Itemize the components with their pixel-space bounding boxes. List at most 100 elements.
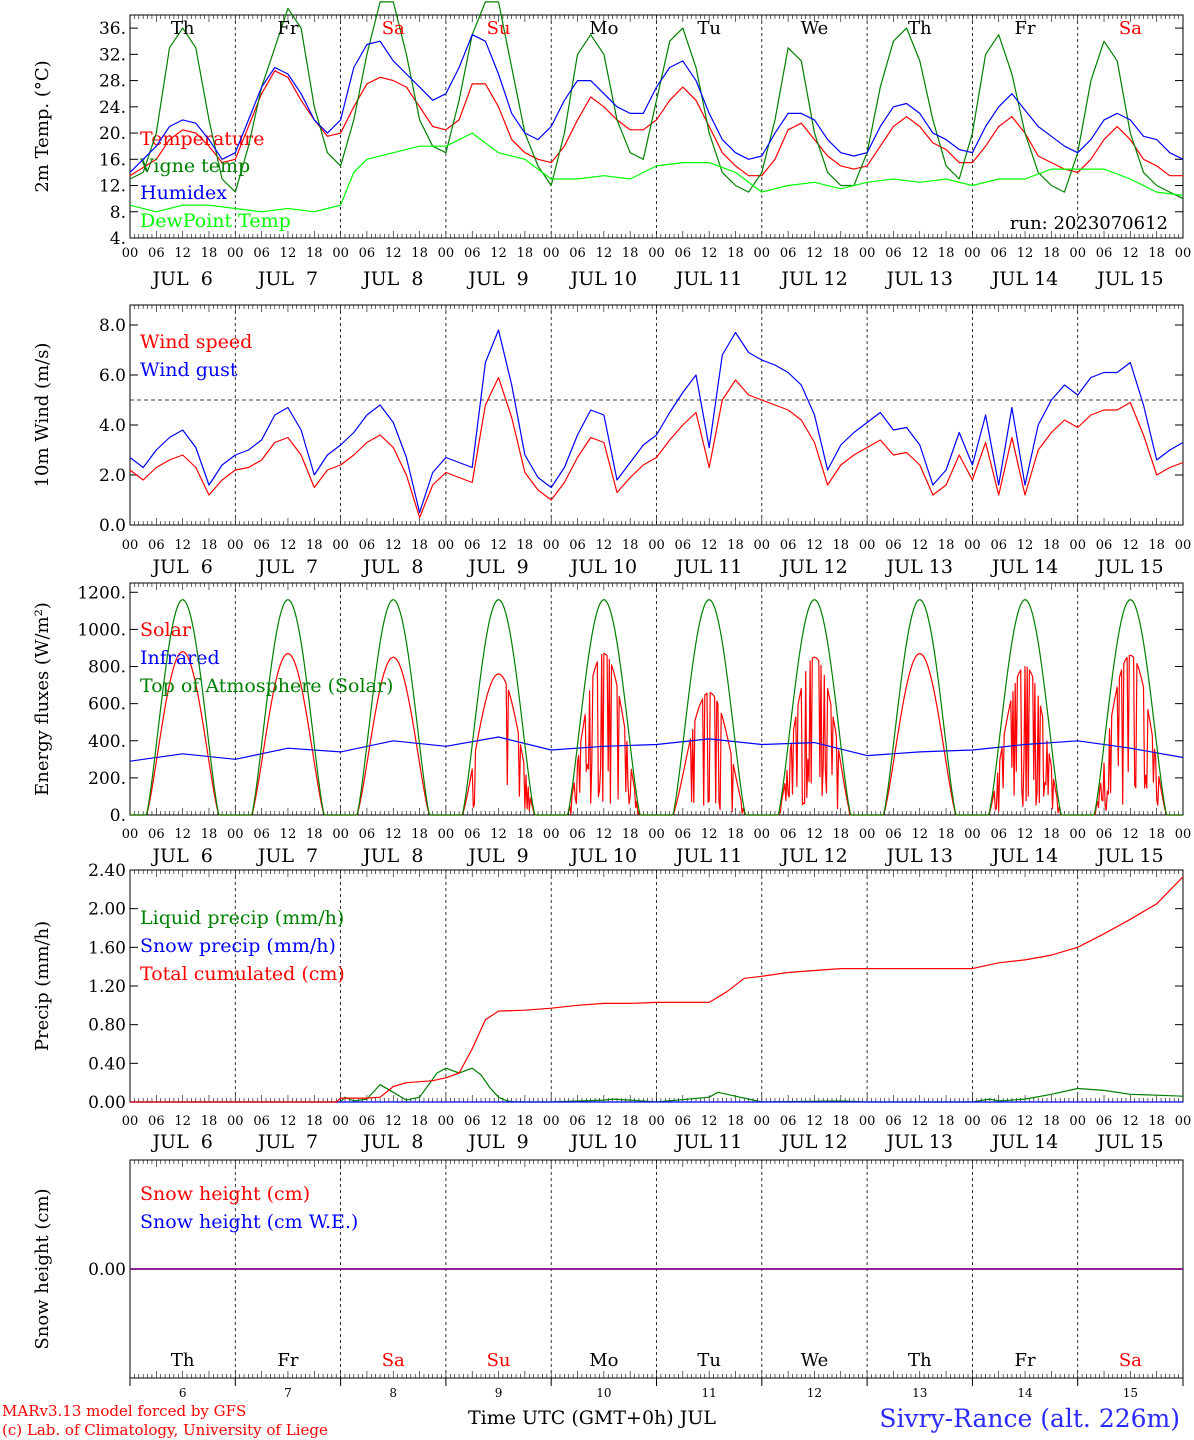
hour-tick-label: 06 bbox=[675, 538, 692, 553]
day-abbr-top: Su bbox=[487, 18, 511, 39]
date-label: JUL 10 bbox=[569, 845, 637, 867]
day-abbr-bottom: Th bbox=[908, 1350, 932, 1371]
hour-tick-label: 00 bbox=[332, 538, 349, 553]
hour-tick-label: 00 bbox=[1175, 1114, 1192, 1129]
y-axis-label: Precip (mm/h) bbox=[32, 921, 53, 1051]
y-tick-label: 6.0 bbox=[99, 366, 126, 386]
hour-tick-label: 00 bbox=[648, 538, 665, 553]
date-label: JUL 7 bbox=[256, 845, 318, 867]
hour-tick-label: 06 bbox=[253, 1114, 270, 1129]
y-tick-label: 2.0 bbox=[99, 466, 126, 486]
hour-tick-label: 12 bbox=[596, 246, 613, 261]
hour-tick-label: 18 bbox=[411, 246, 428, 261]
hour-tick-label: 00 bbox=[859, 827, 876, 842]
date-label: JUL 12 bbox=[779, 268, 847, 290]
hour-tick-label: 12 bbox=[1122, 827, 1139, 842]
x-axis-title: Time UTC (GMT+0h) JUL bbox=[468, 1407, 716, 1429]
date-label: JUL 6 bbox=[150, 556, 212, 578]
hour-tick-label: 00 bbox=[964, 246, 981, 261]
hour-tick-label: 12 bbox=[701, 538, 718, 553]
date-label: JUL 11 bbox=[674, 268, 742, 290]
hour-tick-label: 06 bbox=[780, 1114, 797, 1129]
hour-tick-label: 18 bbox=[833, 827, 850, 842]
hour-tick-label: 12 bbox=[385, 246, 402, 261]
hour-tick-label: 06 bbox=[1096, 538, 1113, 553]
y-tick-label: 200. bbox=[88, 769, 126, 789]
hour-tick-label: 06 bbox=[675, 1114, 692, 1129]
hour-tick-label: 00 bbox=[122, 538, 139, 553]
day-abbr-top: We bbox=[801, 18, 829, 39]
hour-tick-label: 06 bbox=[148, 827, 165, 842]
series-line-total-cumulated-cm- bbox=[130, 876, 1184, 1103]
hour-tick-label: 12 bbox=[174, 827, 191, 842]
hour-tick-label: 00 bbox=[543, 827, 560, 842]
hour-tick-label: 18 bbox=[1043, 827, 1060, 842]
day-number: 11 bbox=[702, 1386, 717, 1400]
y-tick-label: 16. bbox=[99, 150, 126, 170]
hour-tick-label: 06 bbox=[990, 827, 1007, 842]
hour-tick-label: 12 bbox=[1122, 538, 1139, 553]
hour-tick-label: 00 bbox=[543, 538, 560, 553]
y-axis-label: 10m Wind (m/s) bbox=[32, 343, 53, 488]
hour-tick-label: 18 bbox=[1148, 1114, 1165, 1129]
date-label: JUL 6 bbox=[150, 268, 212, 290]
date-label: JUL 10 bbox=[569, 1131, 637, 1153]
hour-tick-label: 06 bbox=[780, 538, 797, 553]
legend-entry: Humidex bbox=[140, 182, 227, 204]
hour-tick-label: 00 bbox=[332, 246, 349, 261]
day-abbr-bottom: We bbox=[801, 1350, 829, 1371]
hour-tick-label: 06 bbox=[253, 538, 270, 553]
hour-tick-label: 06 bbox=[1096, 246, 1113, 261]
hour-tick-label: 18 bbox=[938, 1114, 955, 1129]
date-label: JUL 12 bbox=[779, 556, 847, 578]
hour-tick-label: 06 bbox=[885, 827, 902, 842]
hour-tick-label: 18 bbox=[201, 538, 218, 553]
hour-tick-label: 06 bbox=[359, 538, 376, 553]
day-abbr-top: Sa bbox=[1119, 18, 1142, 39]
y-tick-label: 4. bbox=[110, 229, 126, 249]
date-label: JUL 15 bbox=[1095, 845, 1163, 867]
hour-tick-label: 06 bbox=[1096, 1114, 1113, 1129]
hour-tick-label: 00 bbox=[227, 1114, 244, 1129]
hour-tick-label: 00 bbox=[859, 1114, 876, 1129]
hour-tick-label: 06 bbox=[464, 246, 481, 261]
hour-tick-label: 06 bbox=[464, 1114, 481, 1129]
legend-entry: Temperature bbox=[140, 128, 264, 150]
y-tick-label: 28. bbox=[99, 72, 126, 92]
hour-tick-label: 06 bbox=[885, 246, 902, 261]
hour-tick-label: 18 bbox=[833, 1114, 850, 1129]
hour-tick-label: 06 bbox=[780, 827, 797, 842]
hour-tick-label: 12 bbox=[280, 827, 297, 842]
date-label: JUL 11 bbox=[674, 556, 742, 578]
y-tick-label: 800. bbox=[88, 658, 126, 678]
hour-tick-label: 00 bbox=[648, 246, 665, 261]
hour-tick-label: 00 bbox=[438, 538, 455, 553]
date-label: JUL 7 bbox=[256, 268, 318, 290]
date-label: JUL 10 bbox=[569, 268, 637, 290]
date-label: JUL 15 bbox=[1095, 268, 1163, 290]
hour-tick-label: 06 bbox=[359, 246, 376, 261]
hour-tick-label: 18 bbox=[201, 827, 218, 842]
day-abbr-top: Th bbox=[171, 18, 195, 39]
hour-tick-label: 18 bbox=[938, 827, 955, 842]
y-tick-label: 20. bbox=[99, 124, 126, 144]
day-number: 13 bbox=[912, 1386, 927, 1400]
hour-tick-label: 06 bbox=[359, 827, 376, 842]
y-tick-label: 0.0 bbox=[99, 516, 126, 536]
hour-tick-label: 12 bbox=[911, 246, 928, 261]
hour-tick-label: 00 bbox=[754, 538, 771, 553]
hour-tick-label: 18 bbox=[411, 1114, 428, 1129]
hour-tick-label: 18 bbox=[727, 1114, 744, 1129]
series-line-top-of-atmosphere-solar- bbox=[130, 599, 1183, 816]
series-line-liquid-precip-mm-h- bbox=[130, 1067, 1184, 1103]
hour-tick-label: 12 bbox=[490, 538, 507, 553]
y-tick-label: 2.40 bbox=[88, 861, 126, 881]
hour-tick-label: 00 bbox=[227, 827, 244, 842]
date-label: JUL 13 bbox=[885, 845, 953, 867]
hour-tick-label: 00 bbox=[648, 827, 665, 842]
hour-tick-label: 18 bbox=[727, 827, 744, 842]
hour-tick-label: 00 bbox=[1069, 246, 1086, 261]
y-tick-label: 1200. bbox=[77, 583, 126, 603]
date-label: JUL 14 bbox=[990, 845, 1058, 867]
hour-tick-label: 00 bbox=[122, 827, 139, 842]
